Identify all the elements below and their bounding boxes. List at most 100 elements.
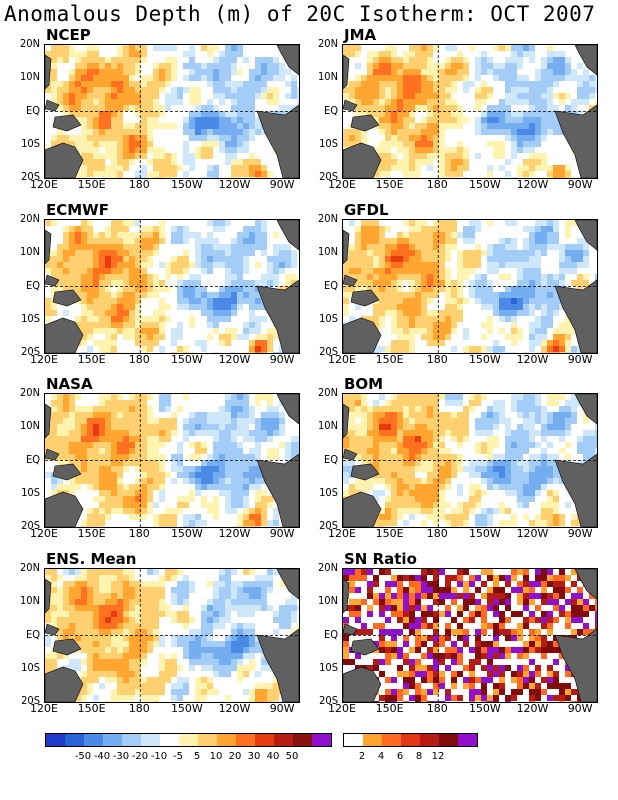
field-cell	[577, 99, 584, 106]
field-cell	[273, 226, 280, 233]
field-cell	[213, 316, 220, 323]
field-cell	[433, 75, 440, 82]
field-cell	[57, 400, 64, 407]
field-cell	[117, 346, 124, 353]
field-cell	[105, 286, 112, 293]
field-cell	[63, 57, 70, 64]
field-cell	[75, 490, 82, 497]
field-cell	[105, 93, 112, 100]
field-cell	[105, 352, 112, 353]
field-cell	[427, 111, 434, 118]
field-cell	[159, 466, 166, 473]
field-cell	[397, 262, 404, 269]
field-cell	[123, 436, 130, 443]
field-cell	[255, 430, 262, 437]
field-cell	[255, 57, 262, 64]
field-cell	[367, 75, 374, 82]
field-cell	[391, 135, 398, 142]
field-cell	[529, 63, 536, 70]
field-cell	[57, 484, 64, 491]
field-cell	[183, 406, 190, 413]
field-cell	[457, 51, 464, 58]
field-cell	[87, 400, 94, 407]
field-cell	[397, 57, 404, 64]
field-cell	[397, 177, 404, 178]
field-cell	[499, 280, 506, 287]
field-cell	[81, 466, 88, 473]
field-cell	[99, 322, 106, 329]
field-cell	[487, 286, 494, 293]
field-cell	[69, 430, 76, 437]
field-cell	[219, 87, 226, 94]
field-cell	[469, 310, 476, 317]
field-cell	[207, 346, 214, 353]
field-cell	[99, 244, 106, 251]
field-cell	[177, 147, 184, 154]
field-cell	[75, 177, 82, 178]
field-cell	[391, 123, 398, 130]
field-cell	[207, 250, 214, 257]
field-cell	[225, 484, 232, 491]
field-cell	[93, 93, 100, 100]
field-cell	[165, 105, 172, 112]
field-cell	[99, 93, 106, 100]
field-cell	[81, 484, 88, 491]
field-cell	[63, 93, 70, 100]
field-cell	[57, 436, 64, 443]
field-cell	[117, 99, 124, 106]
field-cell	[141, 159, 148, 166]
field-cell	[469, 51, 476, 58]
field-cell	[165, 159, 172, 166]
field-cell	[153, 220, 160, 227]
field-cell	[117, 51, 124, 58]
field-cell	[207, 478, 214, 485]
field-cell	[45, 117, 52, 124]
field-cell	[231, 502, 238, 509]
field-cell	[523, 256, 530, 263]
field-cell	[207, 69, 214, 76]
field-cell	[255, 75, 262, 82]
field-cell	[291, 244, 298, 251]
field-cell	[87, 256, 94, 263]
field-cell	[189, 220, 196, 227]
field-cell	[391, 117, 398, 124]
field-cell	[201, 69, 208, 76]
field-cell	[219, 63, 226, 70]
field-cell	[559, 322, 566, 329]
field-cell	[45, 316, 52, 323]
field-cell	[261, 478, 268, 485]
field-cell	[499, 105, 506, 112]
field-cell	[93, 400, 100, 407]
field-cell	[195, 406, 202, 413]
field-cell	[523, 274, 530, 281]
field-cell	[511, 238, 518, 245]
field-cell	[255, 87, 262, 94]
field-cell	[285, 105, 292, 112]
field-cell	[249, 57, 256, 64]
field-cell	[421, 45, 428, 52]
field-cell	[535, 165, 542, 172]
field-cell	[553, 165, 560, 172]
lon-tick-label: 150W	[468, 178, 501, 191]
field-cell	[249, 508, 256, 515]
field-cell	[141, 129, 148, 136]
field-cell	[261, 57, 268, 64]
field-cell	[237, 51, 244, 58]
field-cell	[409, 147, 416, 154]
field-cell	[565, 334, 572, 341]
field-cell	[511, 105, 518, 112]
field-cell	[105, 412, 112, 419]
field-cell	[541, 316, 548, 323]
field-cell	[243, 250, 250, 257]
field-cell	[475, 292, 482, 299]
field-cell	[553, 129, 560, 136]
field-cell	[231, 496, 238, 503]
field-cell	[249, 304, 256, 311]
field-cell	[505, 298, 512, 305]
field-cell	[153, 57, 160, 64]
field-cell	[267, 165, 274, 172]
field-cell	[553, 304, 560, 311]
field-cell	[285, 442, 292, 449]
field-cell	[421, 286, 428, 293]
field-cell	[273, 406, 280, 413]
